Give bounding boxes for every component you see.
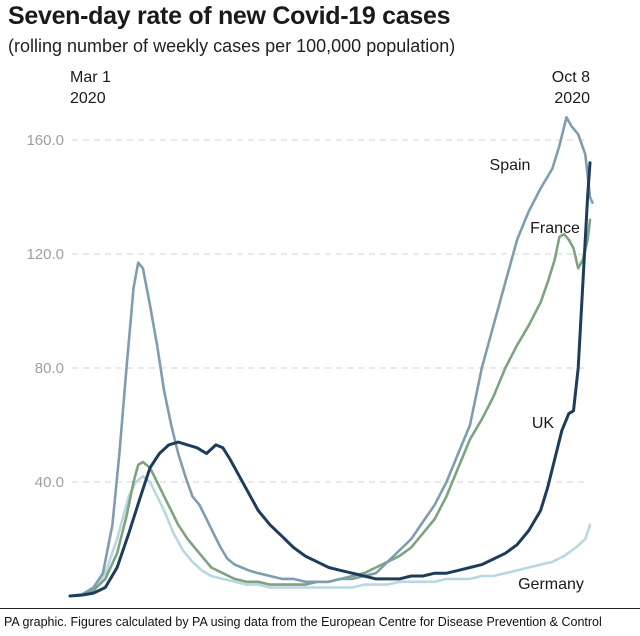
series-line-france: [68, 218, 592, 598]
series-lines: [68, 115, 594, 598]
x-end-label: 2020: [554, 90, 590, 107]
series-line-uk: [68, 161, 592, 598]
chart-title: Seven-day rate of new Covid-19 cases: [8, 2, 451, 30]
x-axis-date-labels: Mar 1 2020 Oct 8 2020: [70, 69, 590, 107]
series-label-germany: Germany: [518, 576, 584, 593]
series-line-spain: [68, 115, 594, 598]
series-label-uk: UK: [532, 415, 555, 432]
series-label-france: France: [530, 220, 580, 237]
gridlines: [72, 139, 588, 483]
y-tick-label: 160.0: [26, 132, 64, 149]
series-label-spain: Spain: [490, 157, 531, 174]
y-tick-label: 120.0: [26, 246, 64, 263]
series-labels: Spain France UK Germany: [490, 157, 584, 593]
series-line-germany: [68, 475, 592, 598]
y-tick-label: 80.0: [35, 360, 64, 377]
x-end-label: Oct 8: [552, 69, 590, 86]
line-chart: 40.0 80.0 120.0 160.0 Mar 1 2020 Oct 8 2020 Sp…: [26, 69, 594, 598]
chart-subtitle: (rolling number of weekly cases per 100,…: [8, 36, 456, 56]
source-footer: PA graphic. Figures calculated by PA usi…: [0, 608, 640, 636]
y-axis-ticks: 40.0 80.0 120.0 160.0: [26, 132, 64, 491]
x-start-label: Mar 1: [70, 69, 111, 86]
x-start-label: 2020: [70, 90, 106, 107]
y-tick-label: 40.0: [35, 474, 64, 491]
